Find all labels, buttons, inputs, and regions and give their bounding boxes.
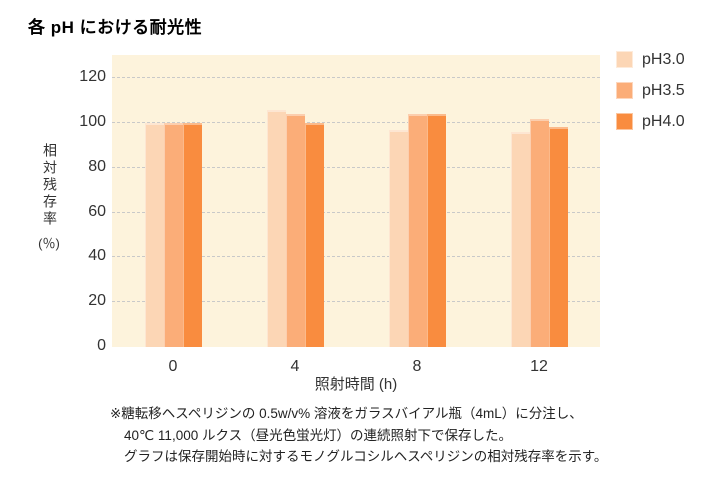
bar-pH3.0-12h <box>510 131 530 347</box>
x-tick-0: 0 <box>168 358 178 375</box>
bar-pH4.0-12h <box>548 127 568 347</box>
legend-item-pH3.5: pH3.5 <box>616 82 685 99</box>
legend-item-pH3.0: pH3.0 <box>616 51 685 68</box>
footnote-line-1: ※糖転移ヘスペリジンの 0.5w/v% 溶液をガラスバイアル瓶（4mL）に分注し… <box>110 406 583 421</box>
gridline-20 <box>112 301 600 303</box>
y-tick-100: 100 <box>79 113 106 130</box>
bar-pH3.5-8h <box>407 114 427 347</box>
bar-pH4.0-8h <box>426 114 446 347</box>
bar-group-8h: 8 <box>356 55 478 375</box>
bar-pH3.5-12h <box>529 118 549 347</box>
bar-groups: 0 4 8 12 <box>112 55 600 375</box>
y-tick-80: 80 <box>88 157 106 175</box>
plot-area: 0 4 8 12 <box>112 55 600 375</box>
legend-swatch-icon <box>616 82 633 99</box>
legend-label: pH3.0 <box>642 51 685 68</box>
y-axis-unit: (％) <box>38 236 60 251</box>
legend: pH3.0 pH3.5 pH4.0 <box>616 51 685 144</box>
legend-item-pH4.0: pH4.0 <box>616 113 685 130</box>
y-tick-120: 120 <box>79 68 106 86</box>
bar-pH3.5-4h <box>285 114 305 347</box>
x-tick-12: 12 <box>530 358 548 375</box>
gridline-120 <box>112 77 600 79</box>
footnote: ※糖転移ヘスペリジンの 0.5w/v% 溶液をガラスバイアル瓶（4mL）に分注し… <box>110 403 630 468</box>
bar-group-0h: 0 <box>112 55 234 375</box>
bar-pH4.0-4h <box>304 123 324 347</box>
y-tick-60: 60 <box>88 202 106 220</box>
gridline-100 <box>112 122 600 123</box>
legend-label: pH3.5 <box>642 82 685 99</box>
bar-pH3.5-0h <box>163 123 183 347</box>
footnote-line-2: 40℃ 11,000 ルクス（昼光色蛍光灯）の連続照射下で保存した。 <box>124 427 513 443</box>
legend-label: pH4.0 <box>642 113 685 130</box>
gridline-40 <box>112 256 600 258</box>
bar-pH3.0-8h <box>388 129 408 347</box>
gridline-60 <box>112 211 600 213</box>
chart-title: 各 pH における耐光性 <box>28 18 203 37</box>
x-tick-4: 4 <box>290 358 300 375</box>
bar-pH4.0-0h <box>182 123 202 347</box>
x-axis-title: 照射時間 (h) <box>314 376 398 393</box>
bar-group-12h: 12 <box>478 55 600 375</box>
y-tick-0: 0 <box>97 337 106 354</box>
x-tick-8: 8 <box>412 358 422 375</box>
footnote-line-3: グラフは保存開始時に対するモノグルコシルヘスペリジンの相対残存率を示す。 <box>124 449 608 464</box>
bar-pH3.0-0h <box>144 123 164 347</box>
y-tick-20: 20 <box>88 292 106 310</box>
y-tick-40: 40 <box>88 247 106 265</box>
gridline-80 <box>112 166 600 168</box>
bar-group-4h: 4 <box>234 55 356 375</box>
bar-pH3.0-4h <box>266 109 286 347</box>
legend-swatch-icon <box>616 51 633 68</box>
y-axis-title: 相対残存率 <box>42 143 58 228</box>
legend-swatch-icon <box>616 113 633 130</box>
